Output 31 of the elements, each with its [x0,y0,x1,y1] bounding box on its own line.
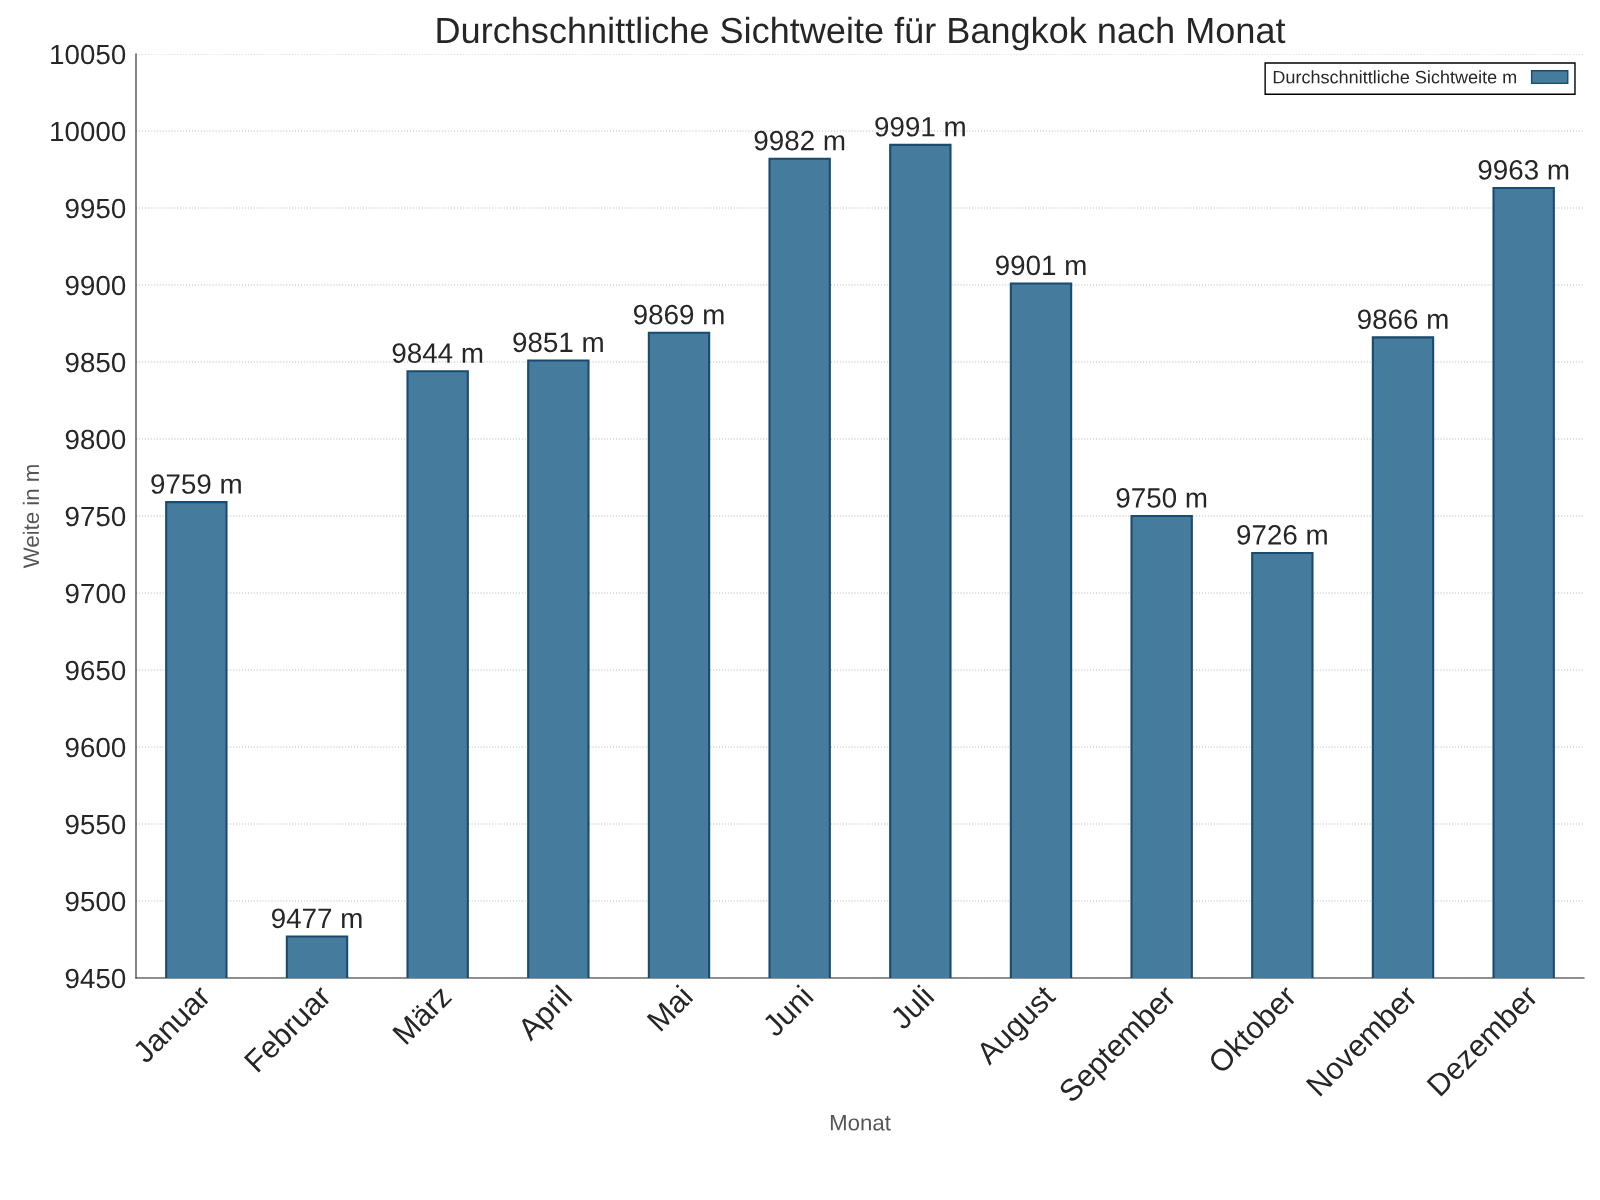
y-tick-label: 10050 [51,44,126,65]
data-label: 9726 m [1237,525,1327,545]
legend-label: Durchschnittliche Sichtweite m [1273,70,1517,84]
x-tick-label: Mai [645,984,694,1032]
y-tick-label: 9650 [65,660,126,681]
data-label: 9991 m [875,116,965,137]
y-tick-label: 9850 [65,352,126,373]
data-label: 9982 m [754,130,845,151]
data-label: 9477 m [271,908,362,929]
y-tick-label: 9550 [65,814,126,835]
y-tick-label: 9750 [65,506,126,527]
data-label: 9844 m [392,343,483,363]
data-label: 9759 m [151,474,241,494]
y-tick-label: 9600 [65,737,126,758]
data-label: 9866 m [1357,309,1448,330]
y-tick-label: 9450 [65,968,126,989]
y-tick-label: 9700 [65,583,126,604]
y-tick-label: 9800 [65,429,126,450]
x-tick-label: Juli [888,984,935,1031]
y-axis-title: Weite in m [22,465,40,569]
y-tick-label: 9500 [65,891,126,912]
y-tick-label: 10000 [51,121,126,142]
x-axis-title: Monat [830,1115,891,1131]
y-tick-label: 9950 [65,198,126,219]
data-label: 9963 m [1478,160,1569,180]
data-label: 9750 m [1116,488,1207,508]
data-label: 9869 m [633,304,724,325]
chart-title: Durchschnittliche Sichtweite für Bangkok nach Monat [437,16,1286,51]
y-tick-label: 9900 [65,275,126,296]
data-label: 9901 m [995,255,1086,276]
data-label: 9851 m [513,332,603,353]
